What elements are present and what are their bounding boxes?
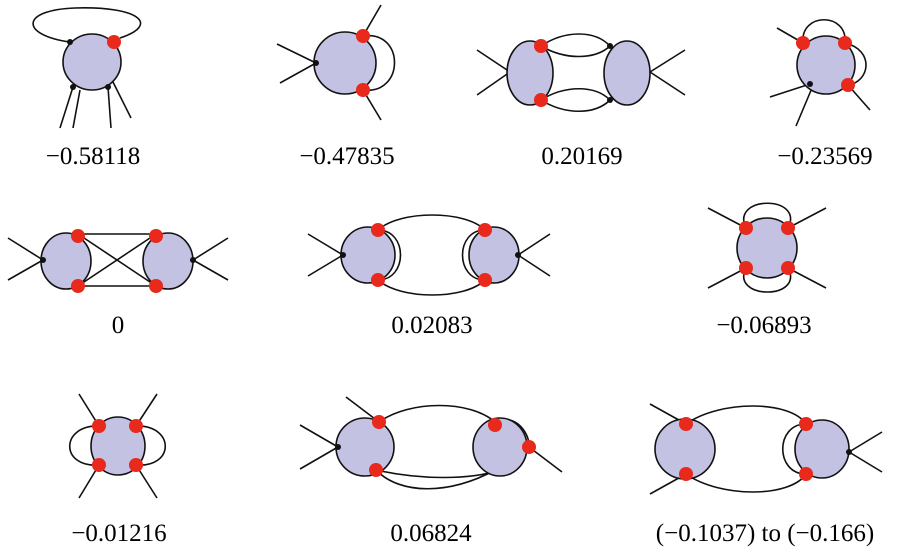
- external-leg: [649, 403, 883, 495]
- red-vertex: [92, 458, 106, 472]
- red-vertex: [841, 78, 855, 92]
- diagram-9: [299, 396, 563, 490]
- blob: [736, 217, 798, 279]
- red-vertex: [92, 419, 106, 433]
- external-leg: [299, 396, 563, 473]
- value-label-3: 0.20169: [541, 143, 622, 170]
- diagram-1: [32, 7, 142, 129]
- blob: [506, 40, 554, 106]
- red-vertex: [739, 221, 753, 235]
- red-vertex: [679, 417, 693, 431]
- red-vertex: [478, 223, 492, 237]
- external-leg: [78, 393, 158, 499]
- red-vertex: [149, 229, 163, 243]
- blob: [335, 417, 395, 477]
- diagram-5: [7, 229, 229, 293]
- vertex-dot: [607, 97, 613, 103]
- blob: [603, 40, 651, 106]
- diagram-10: [649, 403, 883, 495]
- red-vertex: [369, 463, 383, 477]
- vertex-dot: [335, 444, 341, 450]
- red-vertex: [107, 35, 121, 49]
- red-vertex: [534, 93, 548, 107]
- propagator-loop: [743, 202, 792, 293]
- propagator: [375, 404, 530, 490]
- diagram-7: [707, 202, 827, 293]
- external-leg: [707, 207, 827, 289]
- external-leg: [307, 233, 551, 277]
- red-vertex: [781, 261, 795, 275]
- blob: [340, 226, 396, 284]
- vertex-dot: [846, 449, 852, 455]
- propagator: [685, 405, 807, 493]
- vertex-dot: [67, 39, 73, 45]
- propagator-loop: [68, 425, 167, 466]
- red-vertex: [71, 279, 85, 293]
- vertex-dot: [340, 252, 346, 258]
- red-vertex: [781, 221, 795, 235]
- value-label-1: −0.58118: [46, 143, 140, 170]
- blob: [142, 232, 194, 290]
- red-vertex: [371, 273, 385, 287]
- red-vertex: [796, 36, 810, 50]
- red-vertex: [356, 29, 370, 43]
- red-vertex: [149, 279, 163, 293]
- red-vertex: [478, 273, 492, 287]
- red-vertex: [129, 458, 143, 472]
- vertex-dot: [807, 81, 813, 87]
- diagram-4: [769, 19, 871, 127]
- external-leg: [59, 81, 132, 129]
- vertex-dot: [607, 43, 613, 49]
- value-label-10: (−0.1037) to (−0.166): [656, 520, 874, 547]
- propagator-loop: [32, 7, 142, 43]
- value-label-8: −0.01216: [71, 520, 166, 547]
- propagator: [377, 214, 486, 296]
- value-label-4: −0.23569: [777, 143, 872, 170]
- value-label-7: −0.06893: [716, 312, 811, 339]
- diagram-3: [476, 33, 686, 112]
- value-label-9: 0.06824: [390, 520, 472, 547]
- red-vertex: [488, 418, 502, 432]
- external-leg: [7, 237, 229, 281]
- red-vertex: [522, 440, 536, 454]
- external-leg: [769, 27, 871, 127]
- blob: [62, 33, 122, 91]
- red-vertex: [371, 223, 385, 237]
- blob: [40, 232, 92, 290]
- red-vertex: [799, 467, 813, 481]
- vertex-dot: [515, 252, 521, 258]
- diagram-6: [307, 214, 551, 296]
- external-leg: [276, 4, 382, 121]
- propagator-loop: [362, 35, 396, 91]
- diagram-2: [276, 4, 396, 121]
- vertex-dot: [40, 257, 46, 263]
- red-vertex: [739, 261, 753, 275]
- red-vertex: [679, 467, 693, 481]
- red-vertex: [71, 229, 85, 243]
- propagator: [77, 233, 157, 287]
- diagram-8: [68, 393, 167, 499]
- vertex-dot: [70, 84, 76, 90]
- vertex-dot: [105, 84, 111, 90]
- value-label-5: 0: [112, 312, 125, 339]
- red-vertex: [799, 417, 813, 431]
- value-label-6: 0.02083: [391, 312, 472, 339]
- vertex-dot: [313, 60, 319, 66]
- vertex-dot: [190, 257, 196, 263]
- red-vertex: [534, 39, 548, 53]
- blob: [468, 226, 520, 284]
- propagator: [540, 33, 611, 112]
- red-vertex: [372, 415, 386, 429]
- red-vertex: [356, 83, 370, 97]
- external-leg: [476, 49, 686, 96]
- value-label-2: −0.47835: [299, 143, 394, 170]
- blob: [796, 35, 856, 95]
- red-vertex: [129, 419, 143, 433]
- red-vertex: [838, 36, 852, 50]
